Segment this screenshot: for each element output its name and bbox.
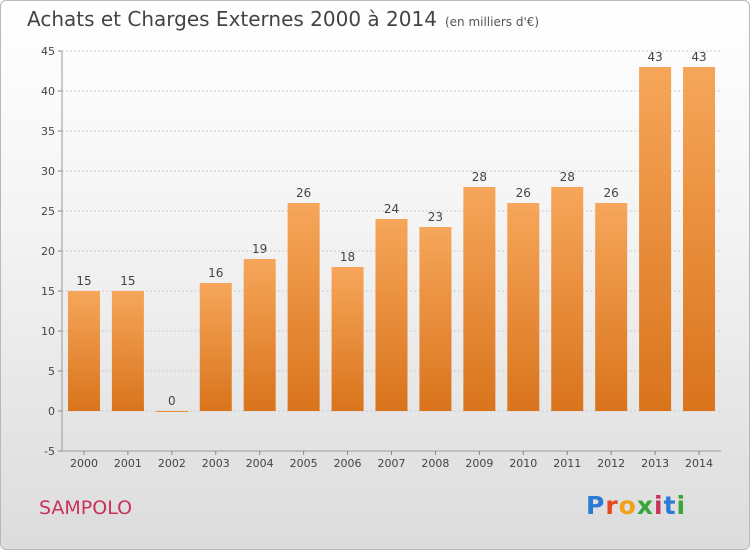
data-label: 26 <box>296 186 311 200</box>
proxiti-logo: Proxiti <box>586 491 687 520</box>
bar <box>67 291 100 411</box>
data-label: 15 <box>76 274 91 288</box>
x-tick-label: 2009 <box>465 457 493 470</box>
x-tick-label: 2003 <box>202 457 230 470</box>
data-label: 28 <box>472 170 487 184</box>
chart-title-text: Achats et Charges Externes 2000 à 2014 <box>27 7 437 31</box>
data-label: 26 <box>604 186 619 200</box>
x-tick-label: 2001 <box>114 457 142 470</box>
data-label: 28 <box>560 170 575 184</box>
y-tick-label: 30 <box>41 165 55 178</box>
bar <box>287 203 320 411</box>
bar <box>551 187 584 411</box>
bar <box>595 203 628 411</box>
y-tick-label: 5 <box>48 365 55 378</box>
x-tick-label: 2006 <box>334 457 362 470</box>
x-tick-label: 2005 <box>290 457 318 470</box>
bar <box>419 227 452 411</box>
chart-unit: (en milliers d'€) <box>444 15 540 29</box>
x-tick-label: 2012 <box>597 457 625 470</box>
y-tick-label: 20 <box>41 245 55 258</box>
data-label: 43 <box>691 50 706 64</box>
x-tick-label: 2007 <box>378 457 406 470</box>
y-tick-label: -5 <box>44 445 55 458</box>
data-label: 0 <box>168 394 176 408</box>
data-label: 15 <box>120 274 135 288</box>
bar <box>243 259 276 411</box>
x-tick-label: 2011 <box>553 457 581 470</box>
x-tick-label: 2002 <box>158 457 186 470</box>
y-tick-label: 25 <box>41 205 55 218</box>
y-tick-label: 0 <box>48 405 55 418</box>
x-tick-label: 2014 <box>685 457 713 470</box>
x-tick-label: 2004 <box>246 457 274 470</box>
chart-title: Achats et Charges Externes 2000 à 2014 (e… <box>27 7 539 31</box>
bar <box>375 219 408 411</box>
bar <box>639 67 672 411</box>
commune-name: SAMPOLO <box>39 497 133 519</box>
y-tick-label: 40 <box>41 85 55 98</box>
data-label: 19 <box>252 242 267 256</box>
data-label: 43 <box>647 50 662 64</box>
bar <box>683 67 716 411</box>
data-label: 24 <box>384 202 399 216</box>
bar <box>331 267 364 411</box>
y-tick-label: 10 <box>41 325 55 338</box>
data-label: 26 <box>516 186 531 200</box>
x-tick-label: 2008 <box>421 457 449 470</box>
x-tick-label: 2000 <box>70 457 98 470</box>
y-tick-label: 15 <box>41 285 55 298</box>
bar <box>111 291 144 411</box>
y-tick-label: 45 <box>41 45 55 58</box>
bar <box>463 187 496 411</box>
x-tick-label: 2010 <box>509 457 537 470</box>
bar <box>155 411 188 412</box>
data-label: 23 <box>428 210 443 224</box>
y-tick-label: 35 <box>41 125 55 138</box>
data-label: 18 <box>340 250 355 264</box>
data-label: 16 <box>208 266 223 280</box>
bar <box>199 283 232 411</box>
x-tick-label: 2013 <box>641 457 669 470</box>
bar <box>507 203 540 411</box>
